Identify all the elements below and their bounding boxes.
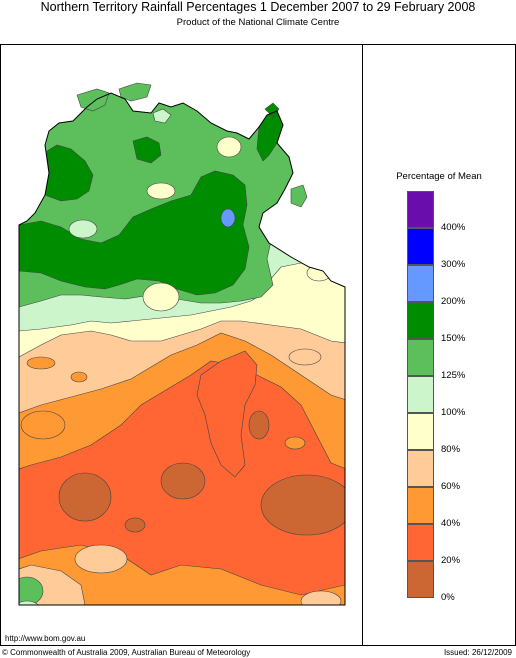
map-subtitle: Product of the National Climate Centre [176, 17, 340, 28]
legend-swatch [407, 339, 434, 376]
legend: Percentage of Mean 400% 300% 200% 150% 125% 1… [363, 45, 515, 645]
light-green-island [68, 219, 98, 239]
legend-label: 100% [441, 407, 466, 418]
band-150-200-coast [132, 136, 162, 164]
band-100-125-southwest [19, 600, 42, 605]
issued-date: Issued: 26/12/2009 [443, 648, 512, 657]
band-0-20-east [260, 474, 345, 536]
rainfall-map [1, 45, 363, 645]
legend-swatch [407, 265, 434, 302]
pale-island-2 [142, 282, 180, 312]
orange-spot-2 [70, 371, 88, 383]
legend-label: 40% [441, 518, 461, 529]
nt-outline [18, 92, 346, 606]
island-north [76, 88, 110, 112]
band-0-20-central [160, 462, 206, 500]
band-60-80-south-2 [74, 544, 128, 574]
band-150-200-main [19, 170, 250, 296]
legend-swatch [407, 302, 434, 339]
legend-swatch [407, 228, 434, 265]
legend-swatch [407, 191, 434, 228]
band-0-20-small-2 [124, 517, 146, 533]
source-url[interactable]: http://www.bom.gov.au [5, 634, 86, 643]
peach-island [288, 348, 322, 366]
legend-swatch [407, 413, 434, 450]
legend-swatch [407, 376, 434, 413]
island-cape [264, 102, 280, 118]
band-200-300-spot [220, 208, 236, 228]
band-60-80-south-3 [300, 590, 342, 605]
legend-swatch [407, 450, 434, 487]
figure-frame: Percentage of Mean 400% 300% 200% 150% 125% 1… [0, 44, 516, 646]
rainfall-bands [19, 93, 345, 605]
band-20-40-central [196, 350, 258, 478]
legend-label: 20% [441, 555, 461, 566]
island-small-1 [152, 108, 172, 124]
copyright-notice: © Commonwealth of Australia 2009, Austra… [2, 648, 251, 657]
legend-swatch [407, 524, 434, 561]
pale-island-1 [146, 182, 176, 200]
island-groote [290, 184, 308, 208]
legend-label: 400% [441, 222, 466, 233]
legend-title: Percentage of Mean [396, 171, 482, 182]
band-150-200-north [44, 144, 94, 202]
legend-swatch [407, 561, 434, 598]
legend-label: 125% [441, 370, 466, 381]
pale-island-3 [216, 136, 242, 158]
legend-label: 300% [441, 259, 466, 270]
map-title: Northern Territory Rainfall Percentages … [40, 0, 476, 14]
legend-label: 80% [441, 444, 461, 455]
legend-label: 150% [441, 333, 466, 344]
rainfall-map-svg [18, 82, 346, 606]
band-0-20-small-1 [248, 410, 270, 440]
orange-spot-3 [20, 410, 66, 440]
band-0-20-west [58, 472, 112, 522]
legend-label: 60% [441, 481, 461, 492]
legend-swatch [407, 487, 434, 524]
orange-spot-4 [284, 436, 306, 450]
legend-label: 0% [441, 592, 455, 603]
legend-label: 200% [441, 296, 466, 307]
band-125-150-southwest [19, 576, 44, 605]
orange-spot-1 [26, 356, 56, 370]
